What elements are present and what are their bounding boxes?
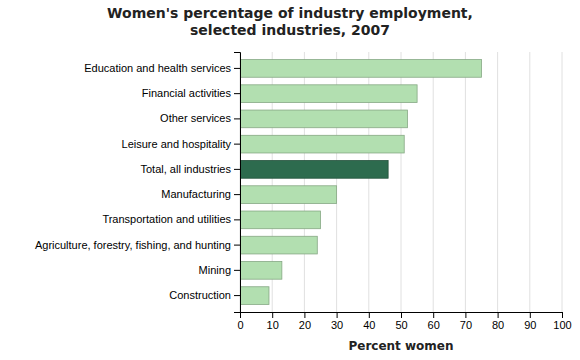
x-tick-label: 80 [492,319,504,331]
y-tick: Agriculture, forestry, fishing, and hunt… [35,239,240,251]
title-line: selected industries, 2007 [190,22,390,38]
x-tick: 30 [331,312,343,331]
x-tick-mark [369,312,370,318]
bar [240,211,321,229]
y-tick-mark [234,93,240,94]
grid-line [529,52,530,312]
y-tick: Financial activities [142,87,240,99]
x-tick-mark [562,312,563,318]
x-tick: 10 [267,312,279,331]
x-tick-label: 30 [331,319,343,331]
x-tick: 50 [395,312,407,331]
grid-line [465,52,466,312]
y-axis-line [234,53,241,313]
y-tick: Other services [160,112,240,124]
y-tick-label: Manufacturing [161,188,231,200]
grid-line [497,52,498,312]
x-tick-mark [465,312,466,318]
x-tick-label: 100 [553,319,571,331]
chart: Women's percentage of industry employmen… [0,0,580,360]
y-tick-label: Construction [169,289,231,301]
y-tick-label: Financial activities [142,87,232,99]
x-tick-label: 10 [267,319,279,331]
bar [240,287,269,305]
y-tick: Education and health services [84,62,240,74]
x-tick-mark [530,312,531,318]
y-tick-label: Education and health services [84,62,231,74]
y-tick-mark [234,194,240,195]
x-tick-label: 20 [299,319,311,331]
x-tick-label: 40 [363,319,375,331]
bar [240,60,482,78]
title-line: Women's percentage of industry employmen… [107,5,473,21]
x-tick-label: 90 [524,319,536,331]
y-tick-mark [234,270,240,271]
x-tick: 20 [299,312,311,331]
bar [240,110,407,128]
y-tick-label: Agriculture, forestry, fishing, and hunt… [35,239,231,251]
y-tick: Mining [199,264,240,276]
grid-line [562,52,563,312]
x-axis: 0 10 20 30 40 50 60 70 80 90 100 [237,312,571,331]
grid-line [433,52,434,312]
x-tick-label: 50 [395,319,407,331]
y-tick-label: Transportation and utilities [102,213,231,225]
x-tick: 40 [363,312,375,331]
x-tick-label: 0 [237,319,243,331]
x-tick: 60 [428,312,440,331]
bar [240,85,417,103]
bar [240,135,404,153]
x-tick-label: 70 [460,319,472,331]
x-tick: 90 [524,312,536,331]
y-tick-mark [234,245,240,246]
x-tick-mark [498,312,499,318]
y-axis: Construction Mining Agriculture, forestry,… [35,53,241,313]
x-tick-mark [433,312,434,318]
x-tick-label: 60 [428,319,440,331]
x-tick: 100 [553,312,571,331]
y-tick-mark [234,295,240,296]
grid [240,52,562,312]
y-tick-label: Leisure and hospitality [122,138,232,150]
y-tick: Total, all industries [141,163,241,175]
y-tick-label: Mining [199,264,231,276]
y-tick-mark [234,68,240,69]
y-tick-label: Other services [160,112,231,124]
x-tick-mark [401,312,402,318]
bars [240,60,482,305]
y-tick-label: Total, all industries [141,163,232,175]
x-tick: 70 [460,312,472,331]
y-tick: Transportation and utilities [102,213,240,225]
y-tick-mark [234,219,240,220]
title: Women's percentage of industry employmen… [107,5,473,38]
x-tick-mark [272,312,273,318]
y-tick: Leisure and hospitality [122,138,240,150]
x-tick-mark [304,312,305,318]
x-axis-line [241,313,563,319]
plot: 0 10 20 30 40 50 60 70 80 90 100 Construction Mining… [35,52,572,331]
bar [240,161,388,179]
x-tick: 0 [237,312,243,331]
x-axis-title: Percent women [348,339,453,353]
y-tick: Manufacturing [161,188,240,200]
y-tick: Construction [169,289,240,301]
x-tick-mark [337,312,338,318]
bar [240,262,282,280]
y-tick-mark [234,118,240,119]
y-tick-mark [234,144,240,145]
bar [240,236,317,254]
y-tick-mark [234,169,240,170]
bar [240,186,337,204]
x-tick: 80 [492,312,504,331]
